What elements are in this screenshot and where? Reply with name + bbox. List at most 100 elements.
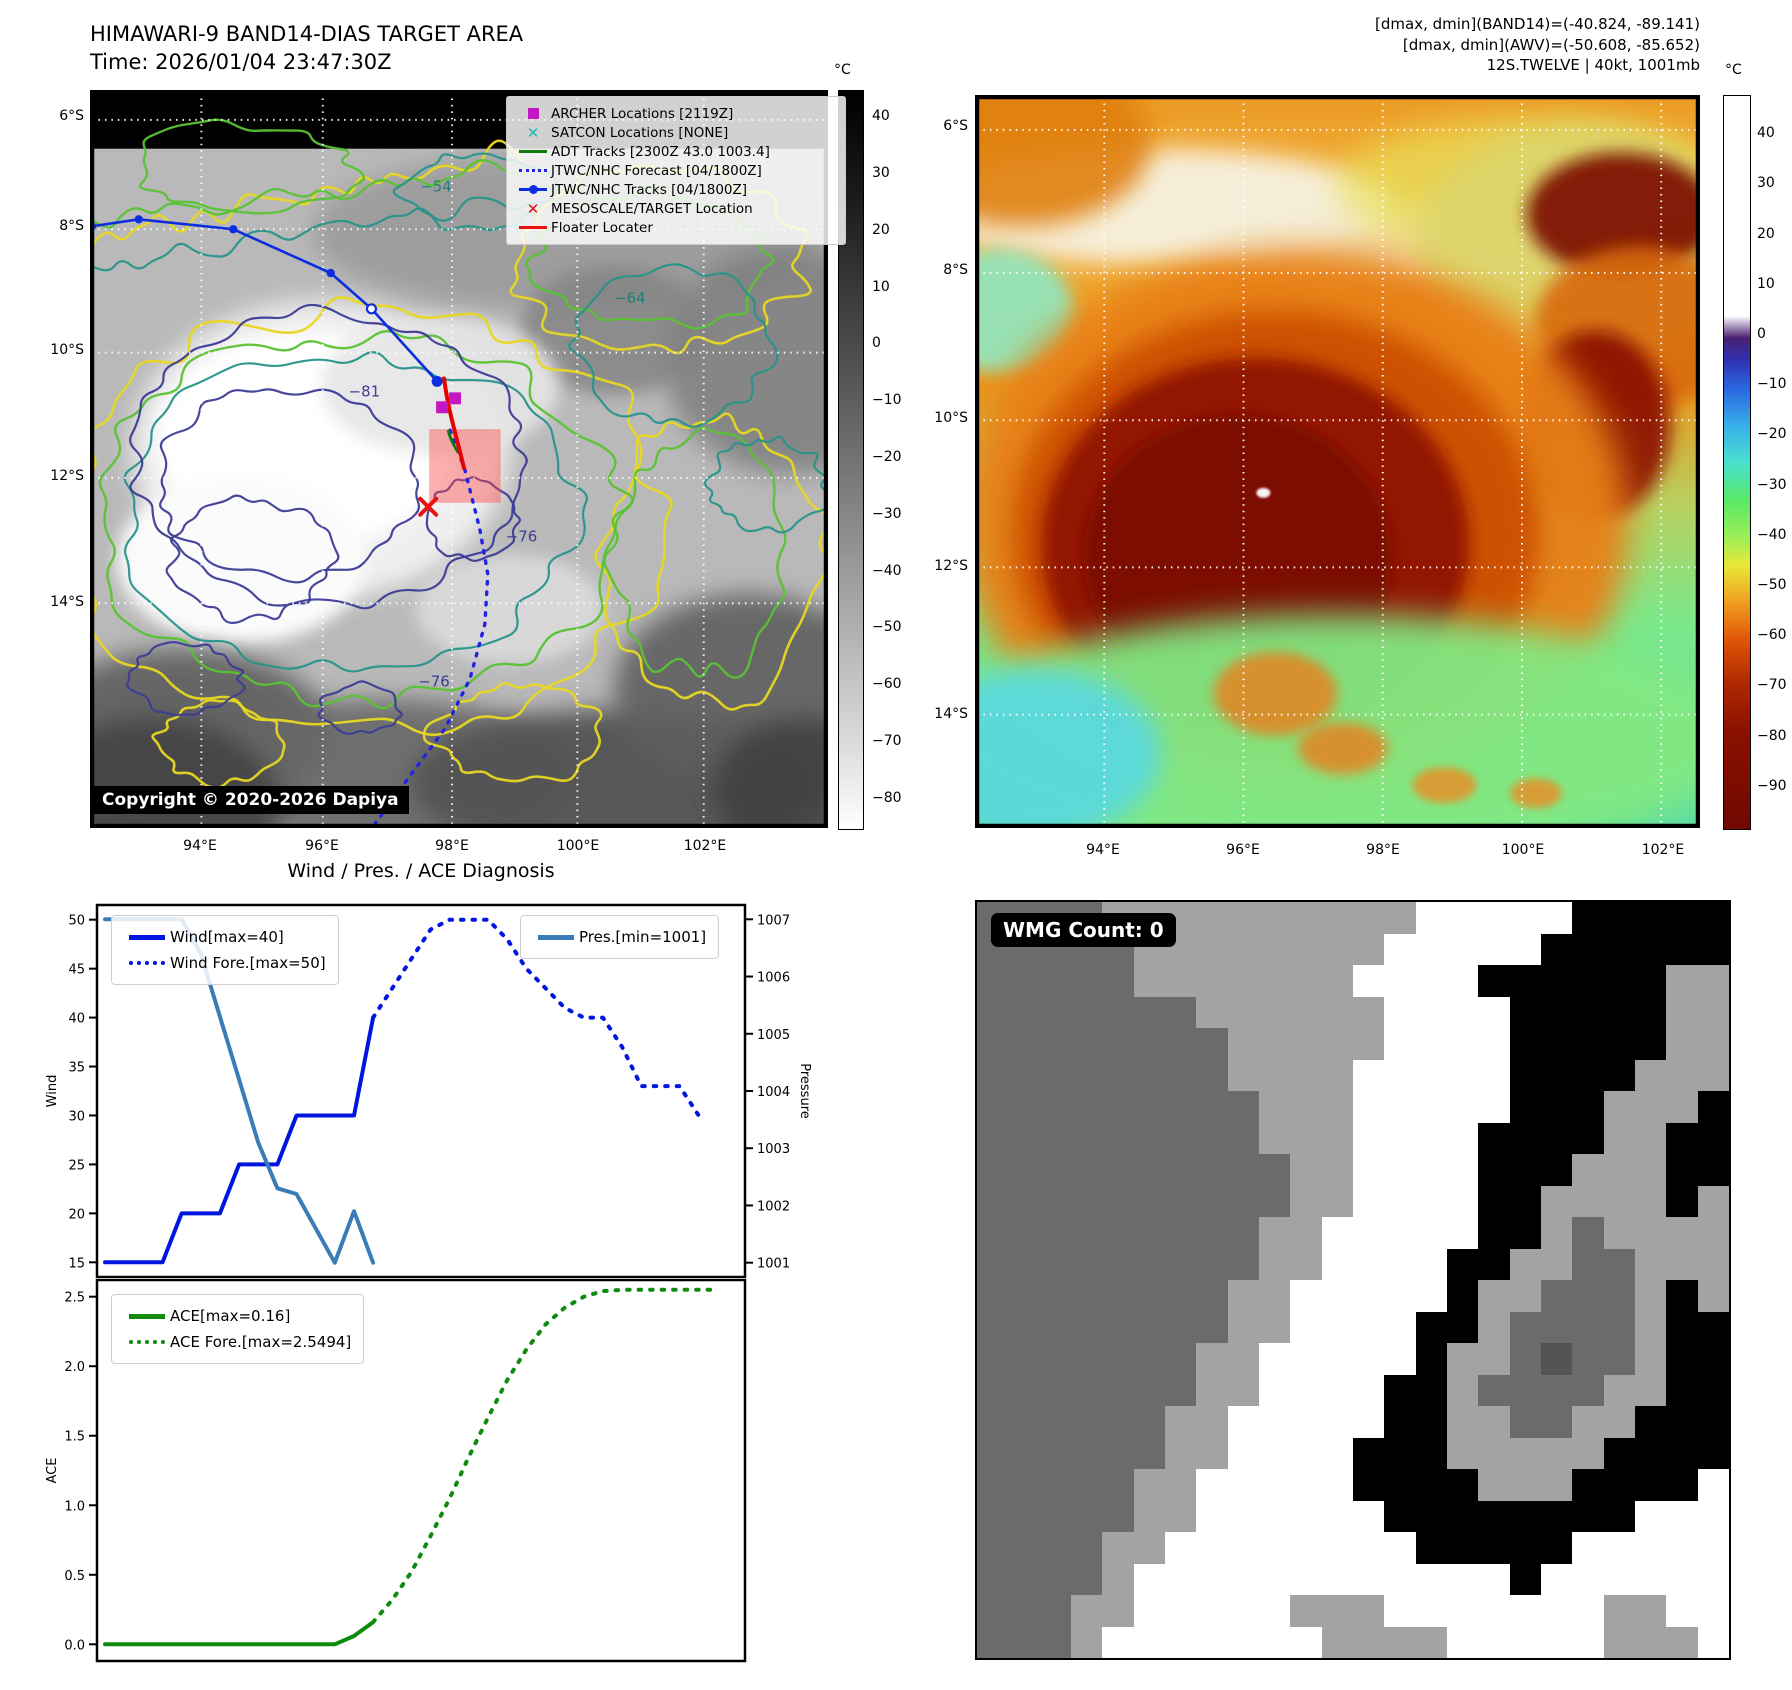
contour <box>703 435 829 534</box>
wmg-grid-cell <box>1666 1280 1698 1312</box>
wmg-grid-cell <box>1384 1091 1416 1123</box>
wmg-grid-cell <box>1384 1185 1416 1217</box>
wmg-grid-cell <box>1290 1374 1322 1406</box>
wmg-grid-cell <box>1290 1343 1322 1375</box>
y-tick-left: 1.0 <box>64 1499 85 1514</box>
wmg-grid-cell <box>1572 1437 1604 1469</box>
wmg-grid-cell <box>1478 1217 1510 1249</box>
wmg-grid-cell <box>1635 933 1667 965</box>
contour-label: −76 <box>506 528 537 546</box>
wmg-grid-cell <box>1478 1532 1510 1564</box>
wmg-grid-cell <box>1165 1217 1197 1249</box>
archer-location-marker <box>436 401 449 414</box>
wmg-grid-cell <box>1321 1248 1353 1280</box>
wmg-grid-cell <box>1509 1280 1541 1312</box>
wmg-grid-cell <box>1039 996 1071 1028</box>
awv-satellite-map <box>892 57 1746 863</box>
archer-location-marker <box>449 392 461 405</box>
dmax-dmin-awv: [dmax, dmin](AWV)=(-50.608, -85.652) <box>1402 35 1700 54</box>
wmg-grid-cell <box>1666 1626 1698 1658</box>
wmg-grid-cell <box>1541 1217 1573 1249</box>
contour <box>151 698 286 789</box>
wmg-grid-cell <box>1447 1091 1479 1123</box>
wmg-grid-cell <box>1447 1595 1479 1627</box>
legend-label: Wind Fore.[max=50] <box>170 954 326 972</box>
wmg-grid-cell <box>1384 1028 1416 1060</box>
wmg-grid-cell <box>1102 1311 1134 1343</box>
wmg-grid-cell <box>1478 996 1510 1028</box>
tr-colorbar-tick: −70 <box>1757 677 1787 694</box>
wmg-grid-cell <box>1478 1563 1510 1595</box>
wmg-grid-cell <box>1071 1437 1103 1469</box>
map-legend: ARCHER Locations [2119Z] ✕ SATCON Location… <box>506 96 846 245</box>
tr-colorbar-tick: 20 <box>1757 225 1775 242</box>
line-icon <box>515 149 551 154</box>
wmg-grid-cell <box>1321 1185 1353 1217</box>
wmg-grid-cell <box>1353 1500 1385 1532</box>
wmg-grid-cell <box>1196 1091 1228 1123</box>
track-point-open <box>365 303 378 315</box>
wmg-grid-cell <box>977 1154 1009 1186</box>
wmg-grid-cell <box>1478 1437 1510 1469</box>
wmg-grid-cell <box>1697 1248 1729 1280</box>
wmg-grid-cell <box>1572 1091 1604 1123</box>
wmg-grid-cell <box>1133 1059 1165 1091</box>
wmg-grid-cell <box>1071 1500 1103 1532</box>
wmg-grid-cell <box>1196 1248 1228 1280</box>
wmg-grid-cell <box>1353 1122 1385 1154</box>
tr-lon-tick: 102°E <box>1641 842 1685 858</box>
wmg-grid-cell <box>1227 1406 1259 1438</box>
wmg-grid-cell <box>1384 1217 1416 1249</box>
wmg-grid-cell <box>1697 1091 1729 1123</box>
wmg-grid-cell <box>1572 1563 1604 1595</box>
wmg-grid-cell <box>1478 1500 1510 1532</box>
wmg-grid-cell <box>1102 1437 1134 1469</box>
wmg-grid-cell <box>1008 1626 1040 1658</box>
wmg-grid-cell <box>1227 1500 1259 1532</box>
wmg-grid-cell <box>1541 902 1573 934</box>
wmg-grid-cell <box>1384 1059 1416 1091</box>
wmg-grid-cell <box>1259 1343 1291 1375</box>
wmg-grid-cell <box>1259 1563 1291 1595</box>
wmg-grid-cell <box>1196 1374 1228 1406</box>
wmg-grid-cell <box>1196 1469 1228 1501</box>
wmg-grid-cell <box>1290 933 1322 965</box>
wmg-grid-cell <box>1227 1532 1259 1564</box>
wmg-grid-cell <box>1447 1122 1479 1154</box>
wmg-grid-cell <box>1227 1122 1259 1154</box>
wmg-grid-cell <box>1572 1311 1604 1343</box>
wmg-grid-cell <box>1447 1280 1479 1312</box>
tl-colorbar-tick: 10 <box>872 278 890 295</box>
x-icon: ✕ <box>526 199 540 218</box>
wmg-grid-cell <box>1572 1185 1604 1217</box>
wmg-grid-cell <box>1259 1122 1291 1154</box>
chart-legend: Wind[max=40] Wind Fore.[max=50] <box>111 915 339 985</box>
legend-label: Pres.[min=1001] <box>579 928 707 946</box>
wmg-grid-cell <box>1509 996 1541 1028</box>
wmg-grid-cell <box>1290 1626 1322 1658</box>
wmg-grid-cell <box>1415 1122 1447 1154</box>
band14-timestamp: Time: 2026/01/04 23:47:30Z <box>90 50 392 74</box>
wmg-grid-cell <box>1447 1374 1479 1406</box>
tr-colorbar-tick: 30 <box>1757 175 1775 192</box>
wmg-grid-cell <box>1133 1280 1165 1312</box>
wmg-grid-cell <box>1697 1343 1729 1375</box>
wmg-grid-cell <box>1227 1248 1259 1280</box>
wmg-grid-cell <box>1133 1437 1165 1469</box>
wmg-grid-cell <box>1102 1248 1134 1280</box>
wmg-grid-cell <box>1353 1532 1385 1564</box>
wmg-grid-cell <box>1133 1311 1165 1343</box>
wmg-grid-cell <box>1008 1280 1040 1312</box>
track-point <box>431 375 443 387</box>
wmg-grid-cell <box>1290 1406 1322 1438</box>
wmg-grid-cell <box>1447 1563 1479 1595</box>
wmg-grid-cell <box>1196 1595 1228 1627</box>
contour <box>129 303 528 610</box>
wmg-grid-cell <box>1666 1185 1698 1217</box>
wmg-grid-cell <box>1603 1374 1635 1406</box>
wmg-grid-cell <box>1541 1595 1573 1627</box>
wmg-grid-cell <box>1008 965 1040 997</box>
contour <box>422 681 603 783</box>
wmg-grid-cell <box>1697 1563 1729 1595</box>
wmg-grid-cell <box>1133 1532 1165 1564</box>
